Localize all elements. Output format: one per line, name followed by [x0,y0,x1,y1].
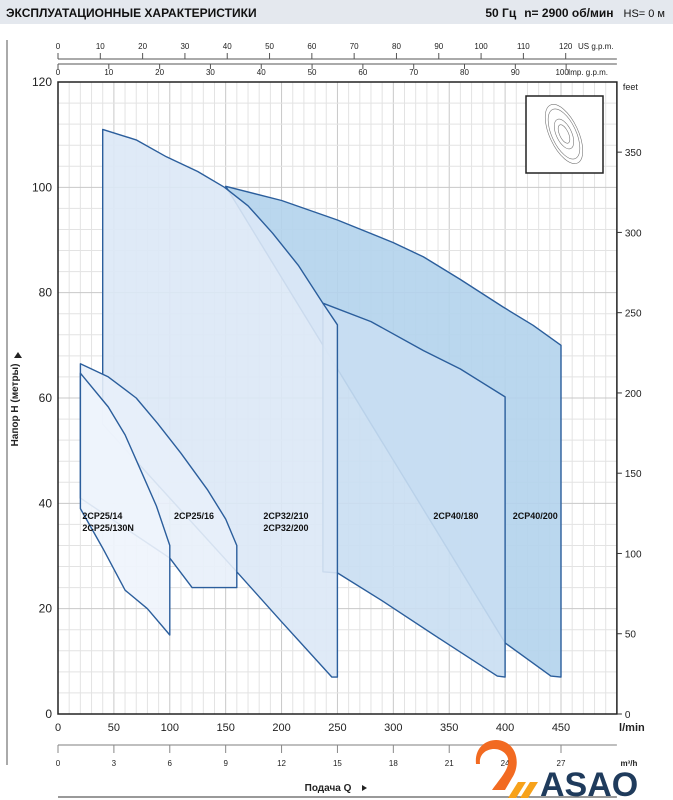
x-tick-label: 200 [272,722,290,734]
m3h-unit-label: m³/h [620,759,637,768]
imp-gpm-tick-label: 10 [104,68,113,77]
y-tick-label: 120 [32,75,52,89]
x-tick-label: 0 [55,722,61,734]
x-axis-label: Подача Q [305,783,352,794]
us-gpm-label: US g.p.m. [578,42,614,51]
m3h-tick-label: 15 [333,759,342,768]
operating-region-4 [79,372,171,636]
imp-gpm-tick-label: 70 [409,68,418,77]
us-gpm-tick-label: 110 [517,42,530,51]
imp-gpm-tick-label: 90 [511,68,520,77]
m3h-tick-label: 21 [445,759,454,768]
us-gpm-tick-label: 20 [138,42,147,51]
x-tick-label: 350 [440,722,458,734]
m3h-tick-label: 6 [168,759,173,768]
feet-tick-label: 50 [625,630,637,641]
us-gpm-tick-label: 0 [56,42,61,51]
imp-gpm-tick-label: 60 [358,68,367,77]
m3h-tick-label: 24 [501,759,510,768]
plot-border [57,81,618,715]
x-tick-label: 450 [552,722,570,734]
x-tick-label: 150 [216,722,234,734]
impeller-image [525,95,604,174]
y-tick-label: 0 [45,707,52,721]
feet-tick-label: 150 [625,469,642,480]
us-gpm-tick-label: 50 [265,42,274,51]
feet-axis-label: feet [623,82,639,92]
x-tick-label: 250 [328,722,346,734]
imp-gpm-tick-label: 20 [155,68,164,77]
us-gpm-tick-label: 70 [350,42,359,51]
us-gpm-tick-label: 80 [392,42,401,51]
us-gpm-tick-label: 30 [180,42,189,51]
speed: n= 2900 об/мин [524,6,614,20]
impeller-image-frame [525,95,604,174]
x-tick-label: 100 [161,722,179,734]
header-bar: ЭКСПЛУАТАЦИОННЫЕ ХАРАКТЕРИСТИКИ 50 Гц n= … [0,0,673,24]
region-label: 2CP40/200 [513,511,558,521]
region-label: 2CP32/200 [263,523,308,533]
m3h-tick-label: 0 [56,759,61,768]
us-gpm-tick-label: 100 [474,42,488,51]
us-gpm-tick-label: 90 [434,42,443,51]
x-tick-label: 400 [496,722,514,734]
x-unit-label: l/min [619,722,645,734]
m3h-tick-label: 3 [112,759,117,768]
x-tick-label: 300 [384,722,402,734]
m3h-tick-label: 27 [557,759,566,768]
feet-tick-label: 100 [625,549,642,560]
us-gpm-tick-label: 60 [307,42,316,51]
impeller-ring [557,124,571,144]
operating-region-2 [101,128,339,678]
imp-gpm-tick-label: 0 [56,68,61,77]
m3h-tick-label: 18 [389,759,398,768]
feet-tick-label: 250 [625,309,642,320]
asao-logo: ASAO [475,740,638,800]
header-title: ЭКСПЛУАТАЦИОННЫЕ ХАРАКТЕРИСТИКИ [6,6,257,20]
region-label: 2CP25/14 [82,511,122,521]
imp-gpm-label: Imp. g.p.m. [568,68,608,77]
x-tick-label: 50 [108,722,120,734]
y-tick-label: 100 [32,180,52,194]
imp-gpm-tick-label: 50 [308,68,317,77]
y-tick-label: 80 [39,286,53,300]
hs-value: HS= 0 м [623,8,666,20]
m3h-tick-label: 9 [223,759,228,768]
region-label: 2CP25/130N [82,523,134,533]
impeller-ring [547,108,581,160]
impeller-ring [544,104,584,164]
imp-gpm-tick-label: 40 [257,68,266,77]
us-gpm-tick-label: 120 [559,42,573,51]
frequency: 50 Гц [485,6,517,20]
us-gpm-tick-label: 10 [96,42,105,51]
imp-gpm-tick-label: 30 [206,68,215,77]
imp-gpm-tick-label: 100 [555,68,569,77]
m3h-tick-label: 12 [277,759,286,768]
region-label: 2CP40/180 [433,511,478,521]
header-specs: 50 Гц n= 2900 об/мин HS= 0 м [477,6,665,20]
feet-tick-label: 350 [625,148,642,159]
y-axis-label: Напор H (метры) [10,364,21,447]
x-arrow-icon [362,785,367,791]
logo-stripes [508,782,538,798]
us-gpm-tick-label: 40 [223,42,232,51]
logo-text: ASAO [540,766,638,800]
feet-tick-label: 300 [625,228,642,239]
y-arrow-icon [14,352,22,358]
feet-tick-label: 0 [625,710,631,721]
impeller-ring [553,118,575,150]
region-label: 2CP25/16 [174,511,214,521]
imp-gpm-tick-label: 80 [460,68,469,77]
y-tick-label: 40 [39,496,53,510]
region-label: 2CP32/210 [263,511,308,521]
logo-mark [475,740,517,790]
feet-tick-label: 200 [625,389,642,400]
y-tick-label: 60 [39,391,53,405]
y-tick-label: 20 [39,602,53,616]
